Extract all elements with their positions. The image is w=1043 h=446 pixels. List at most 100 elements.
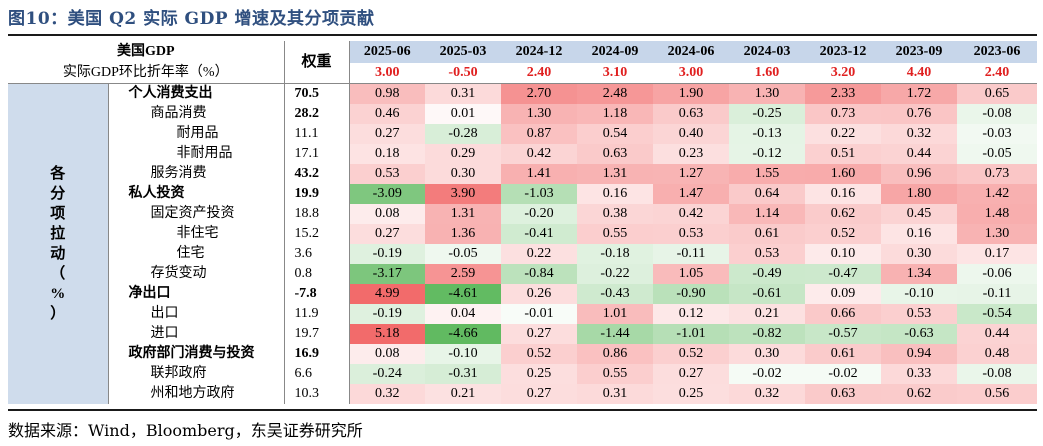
contribution-value: 0.30 — [425, 164, 501, 184]
contribution-value: -4.66 — [425, 324, 501, 344]
table-row: 联邦政府 6.6 -0.24 -0.31 0.25 0.55 0.27 -0.02 -0.02 0… — [8, 364, 1037, 384]
contribution-value: 0.73 — [805, 104, 881, 124]
contribution-value: 0.62 — [881, 384, 957, 404]
table-row: 非住宅 15.2 0.27 1.36 -0.41 0.55 0.53 0.61 0.52 0.16… — [8, 224, 1037, 244]
data-source: 数据来源：Wind，Bloomberg，东吴证券研究所 — [8, 421, 363, 440]
contribution-value: -0.57 — [805, 324, 881, 344]
contribution-value: 0.61 — [729, 224, 805, 244]
contribution-value: 0.76 — [881, 104, 957, 124]
contribution-value: -0.61 — [729, 284, 805, 304]
contribution-value: -1.44 — [577, 324, 653, 344]
period-header: 2024-06 — [653, 41, 729, 63]
side-label-char: 拉 — [50, 226, 66, 242]
contribution-value: 0.94 — [881, 344, 957, 364]
contribution-value: -0.49 — [729, 264, 805, 284]
contribution-value: 0.01 — [425, 104, 501, 124]
contribution-value: 1.18 — [577, 104, 653, 124]
period-header: 2024-12 — [501, 41, 577, 63]
contribution-value: 1.36 — [425, 224, 501, 244]
side-label: 各分项拉动 （% ） — [8, 83, 109, 404]
gdp-growth-value: 3.10 — [577, 63, 653, 84]
contribution-value: 2.33 — [805, 83, 881, 104]
weight-value: 15.2 — [284, 224, 350, 244]
contribution-value: 0.44 — [957, 324, 1037, 344]
weight-value: -7.8 — [284, 284, 350, 304]
contribution-value: -0.43 — [577, 284, 653, 304]
row-label: 净出口 — [108, 284, 285, 304]
contribution-value: -0.11 — [653, 244, 729, 264]
row-label: 存货变动 — [108, 264, 285, 284]
contribution-value: -0.18 — [577, 244, 653, 264]
contribution-value: -0.02 — [729, 364, 805, 384]
contribution-value: 0.16 — [577, 184, 653, 204]
header-row-periods: 美国GDP 权重 2025-06 2025-03 2024-12 2024-09 202… — [8, 41, 1037, 84]
contribution-value: 1.55 — [729, 164, 805, 184]
contribution-value: 0.27 — [349, 224, 425, 244]
contribution-value: 0.22 — [501, 244, 577, 264]
contribution-value: 3.90 — [425, 184, 501, 204]
contribution-value: 0.54 — [577, 124, 653, 144]
contribution-value: 0.08 — [349, 344, 425, 364]
side-label-char: 各 — [50, 166, 66, 182]
contribution-value: 0.48 — [957, 344, 1037, 364]
contribution-value: 1.05 — [653, 264, 729, 284]
row-label: 联邦政府 — [108, 364, 285, 384]
row-label: 商品消费 — [108, 104, 285, 124]
contribution-value: 0.98 — [349, 83, 425, 104]
contribution-value: 0.12 — [653, 304, 729, 324]
contribution-value: 0.40 — [653, 124, 729, 144]
weight-value: 6.6 — [284, 364, 350, 384]
table-row: 私人投资 19.9 -3.09 3.90 -1.03 0.16 1.47 0.64 0.16 1.… — [8, 184, 1037, 204]
table-row: 耐用品 11.1 0.27 -0.28 0.87 0.54 0.40 -0.13 0.22 0.3… — [8, 124, 1037, 144]
row-label: 个人消费支出 — [108, 83, 285, 104]
contribution-value: 0.27 — [501, 384, 577, 404]
contribution-value: 0.55 — [577, 364, 653, 384]
gdp-growth-value: 4.40 — [881, 63, 957, 84]
contribution-value: 1.90 — [653, 83, 729, 104]
table-row: 净出口 -7.8 4.99 -4.61 0.26 -0.43 -0.90 -0.61 0.09-… — [8, 284, 1037, 304]
contribution-value: 0.27 — [501, 324, 577, 344]
header-row-gdp: 实际GDP环比折年率（%） 3.00 -0.50 2.40 3.10 3.00 1.60 3… — [8, 63, 1037, 84]
contribution-value: 1.31 — [577, 164, 653, 184]
contribution-value: -0.47 — [805, 264, 881, 284]
contribution-value: 0.31 — [577, 384, 653, 404]
contribution-value: 0.32 — [881, 124, 957, 144]
row-label: 私人投资 — [108, 184, 285, 204]
contribution-value: 0.56 — [957, 384, 1037, 404]
contribution-value: 0.30 — [729, 344, 805, 364]
contribution-value: 0.25 — [501, 364, 577, 384]
table-row: 住宅 3.6 -0.19 -0.05 0.22 -0.18 -0.11 0.53 0.10 0.3… — [8, 244, 1037, 264]
weight-value: 19.7 — [284, 324, 350, 344]
header-label-real-gdp: 实际GDP环比折年率（%） — [8, 63, 285, 84]
contribution-value: 0.27 — [653, 364, 729, 384]
contribution-value: -0.05 — [957, 144, 1037, 164]
figure-title: 图10：美国 Q2 实际 GDP 增速及其分项贡献 — [8, 9, 375, 29]
contribution-value: 1.48 — [957, 204, 1037, 224]
contribution-value: 0.42 — [501, 144, 577, 164]
contribution-value: -0.63 — [881, 324, 957, 344]
contribution-value: 0.53 — [653, 224, 729, 244]
contribution-value: 0.52 — [501, 344, 577, 364]
contribution-value: -0.06 — [957, 264, 1037, 284]
contribution-value: -0.19 — [349, 304, 425, 324]
weight-value: 16.9 — [284, 344, 350, 364]
weight-value: 10.3 — [284, 384, 350, 404]
contribution-value: 0.21 — [729, 304, 805, 324]
weight-value: 28.2 — [284, 104, 350, 124]
contribution-value: 1.14 — [729, 204, 805, 224]
contribution-value: 0.22 — [805, 124, 881, 144]
contribution-value: -1.03 — [501, 184, 577, 204]
contribution-value: 0.63 — [653, 104, 729, 124]
table-row: 出口 11.9 -0.19 0.04 -0.01 1.01 0.12 0.21 0.66 0.53… — [8, 304, 1037, 324]
contribution-value: 1.41 — [501, 164, 577, 184]
contribution-value: 0.30 — [881, 244, 957, 264]
contribution-value: -0.90 — [653, 284, 729, 304]
side-label-char: 动 — [50, 246, 66, 262]
contribution-value: 0.17 — [957, 244, 1037, 264]
table-row: 州和地方政府 10.3 0.32 0.21 0.27 0.31 0.25 0.32 0.63 0.… — [8, 384, 1037, 404]
contribution-value: 0.62 — [805, 204, 881, 224]
header-label-gdp: 美国GDP — [8, 41, 285, 63]
table-row: 各分项拉动（%）个人消费支出 70.5 0.98 0.31 2.70 2.48 1.90 1.… — [8, 83, 1037, 404]
period-header: 2024-09 — [577, 41, 653, 63]
contribution-value: -3.09 — [349, 184, 425, 204]
